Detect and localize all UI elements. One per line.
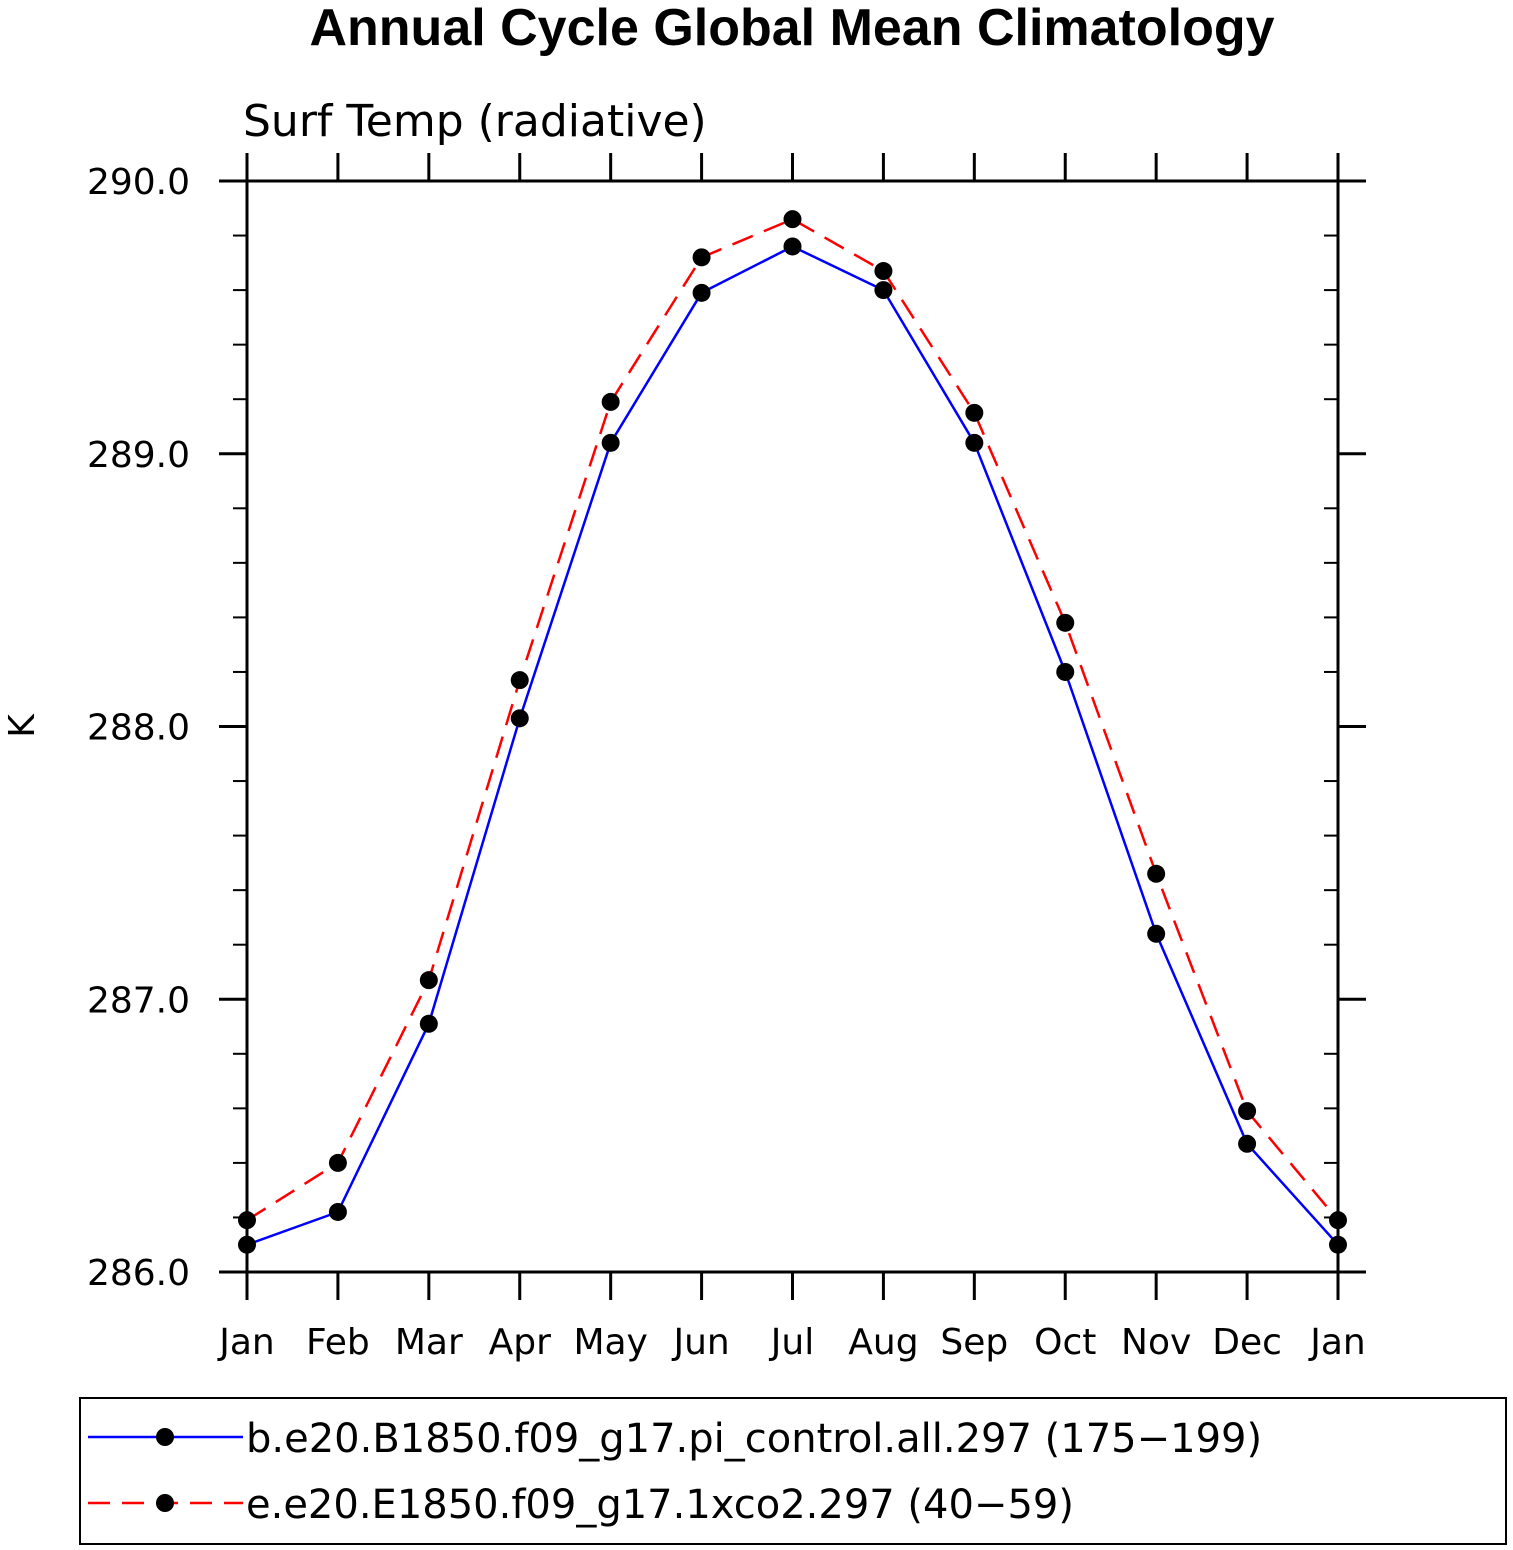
legend: b.e20.B1850.f09_g17.pi_control.all.297 (… (79, 1397, 1507, 1545)
series-0-point (1238, 1134, 1257, 1153)
y-tick-label: 288.0 (87, 708, 190, 749)
series-1-point (965, 403, 984, 422)
chart-subtitle: Surf Temp (radiative) (243, 96, 707, 147)
series-0-point (692, 283, 711, 302)
series-1-point (601, 392, 620, 411)
series-1-point (1056, 613, 1075, 632)
axis-tick-labels: Jan Feb Mar Apr May Jun Jul Aug Sep Oct Nov Dec Jan 2… (87, 162, 1366, 1363)
y-tick-label: 290.0 (87, 162, 190, 203)
series-1-point (874, 262, 893, 281)
series-1-point (510, 671, 529, 690)
x-tick-label: Dec (1212, 1322, 1282, 1363)
plot-frame (245, 179, 1340, 1274)
series-1-point (783, 210, 802, 229)
series-0-point (1147, 924, 1166, 943)
legend-box (79, 1397, 1507, 1545)
x-tick-label: Nov (1121, 1322, 1191, 1363)
series-0-point (328, 1202, 347, 1221)
series-0-point (965, 433, 984, 452)
series-1-point (1147, 864, 1166, 883)
x-tick-label: Jan (1308, 1322, 1366, 1363)
series-1-point (419, 971, 438, 990)
x-tick-label: Apr (489, 1322, 551, 1363)
series-layer (238, 210, 1347, 1254)
x-tick-label: Jul (769, 1322, 814, 1363)
legend-label-1xco2: e.e20.E1850.f09_g17.1xco2.297 (40−59) (246, 1482, 1074, 1528)
series-1-point (1238, 1102, 1257, 1121)
series-0-point (874, 281, 893, 300)
x-tick-label: Feb (306, 1322, 370, 1363)
y-tick-label: 286.0 (87, 1253, 190, 1294)
x-tick-label: Jan (217, 1322, 275, 1363)
x-tick-label: Jun (671, 1322, 729, 1363)
series-1-point (328, 1153, 347, 1172)
y-tick-label: 289.0 (87, 435, 190, 476)
x-tick-label: Aug (848, 1322, 918, 1363)
series-0-point (419, 1014, 438, 1033)
x-tick-label: Mar (395, 1322, 463, 1363)
x-tick-label: Oct (1034, 1322, 1096, 1363)
x-tick-label: Sep (940, 1322, 1008, 1363)
series-0-point (1056, 662, 1075, 681)
legend-marker-0 (156, 1428, 174, 1446)
axis-ticks (219, 153, 1366, 1300)
series-0-point (510, 709, 529, 728)
series-0-point (783, 237, 802, 256)
legend-label-pi-control: b.e20.B1850.f09_g17.pi_control.all.297 (… (246, 1416, 1262, 1462)
y-tick-label: 287.0 (87, 980, 190, 1021)
y-axis-label: K (2, 713, 43, 738)
series-0-point (601, 433, 620, 452)
legend-marker-1 (156, 1494, 174, 1512)
chart-title: Annual Cycle Global Mean Climatology (309, 0, 1274, 57)
x-tick-label: May (573, 1322, 647, 1363)
series-1-point (692, 248, 711, 267)
